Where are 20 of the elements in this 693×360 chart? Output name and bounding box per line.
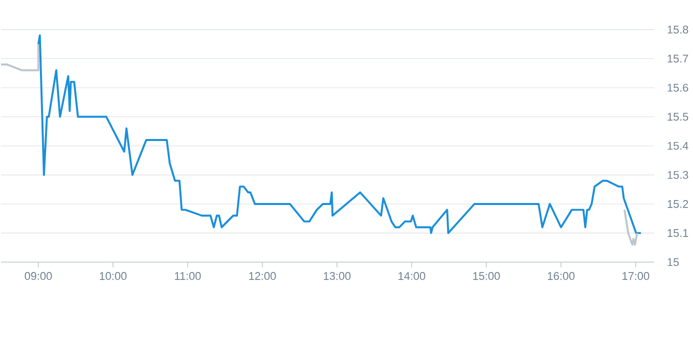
- x-tick-label: 10:00: [100, 272, 127, 280]
- x-tick-label: 14:00: [398, 272, 426, 280]
- y-tick-label: 15.8: [668, 26, 688, 34]
- x-tick-label: 13:00: [324, 272, 351, 280]
- x-tick-label: 09:00: [24, 272, 52, 280]
- y-tick-label: 15.6: [668, 84, 688, 92]
- line-series: [37, 34, 642, 234]
- x-tick-label: 16:00: [548, 272, 575, 280]
- y-tick-label: 15.1: [668, 229, 688, 238]
- y-tick-label: 15.3: [668, 171, 688, 180]
- y-tick-label: 15.7: [668, 54, 688, 63]
- y-tick-label: 15: [668, 258, 679, 266]
- x-tick-label: 15:00: [473, 272, 500, 280]
- line-series: [623, 208, 638, 246]
- y-tick-label: 15.5: [668, 113, 688, 121]
- x-tick-label: 17:00: [622, 272, 650, 280]
- x-tick-label: 11:00: [174, 272, 201, 280]
- y-tick-label: 15.4: [668, 142, 688, 150]
- x-tick-label: 12:00: [249, 272, 276, 280]
- y-tick-label: 15.2: [668, 200, 688, 208]
